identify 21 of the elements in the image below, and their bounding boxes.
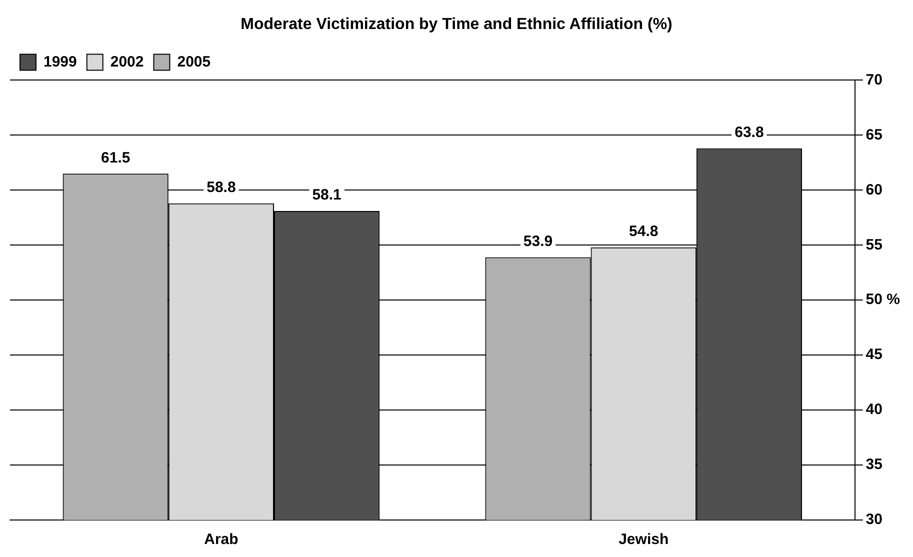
y-tick-label: 60 [866, 181, 882, 198]
x-tick-label: Jewish [618, 531, 669, 548]
chart-title: Moderate Victimization by Time and Ethnic Affiliation (%) [240, 16, 672, 34]
legend-label: 2005 [177, 53, 211, 70]
y-tick-label: 35 [866, 456, 882, 474]
data-label: 58.1 [312, 186, 342, 204]
y-tick-label: 50 % [866, 291, 900, 308]
y-tick-label: 55 [866, 236, 882, 254]
legend-label: 2002 [110, 53, 144, 70]
y-tick-label: 65 [866, 126, 882, 144]
data-label: 54.8 [629, 222, 658, 240]
data-label: 53.9 [523, 232, 553, 250]
legend-label: 1999 [44, 53, 77, 70]
y-tick-label: 70 [866, 71, 882, 88]
x-tick-label: Arab [204, 531, 238, 548]
y-tick-label: 45 [866, 346, 882, 364]
y-tick-label: 40 [866, 401, 882, 418]
y-tick-label: 30 [866, 511, 882, 528]
data-label: 63.8 [734, 124, 764, 142]
data-label: 61.5 [101, 149, 130, 166]
data-label: 58.8 [206, 178, 236, 196]
